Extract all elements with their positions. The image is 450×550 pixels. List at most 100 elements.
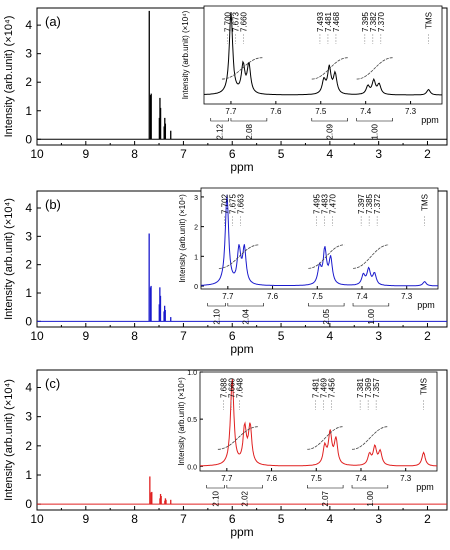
inset-x-axis-label: ppm	[416, 482, 434, 492]
integral-bracket	[351, 485, 389, 489]
integral-value: 2.10	[213, 308, 222, 324]
integral-curve	[307, 426, 344, 450]
inset-x-tick-label: 7.5	[315, 107, 327, 116]
x-tick-label: 7	[180, 329, 187, 343]
peak-label: 7.385	[365, 193, 374, 214]
inset-y-axis-label: Intensity (arb.unit) (×10⁴)	[178, 194, 187, 283]
x-tick-label: 9	[82, 329, 89, 343]
inset-frame	[200, 187, 439, 290]
inset-x-tick-label: 7.6	[267, 292, 279, 301]
integral-value: 2.12	[216, 123, 225, 139]
x-tick-label: 9	[82, 147, 89, 161]
inset-x-tick-label: 7.5	[311, 474, 323, 483]
inset-spectrum-line	[200, 378, 437, 467]
y-tick-label: 3	[25, 47, 32, 61]
inset-x-tick-label: 7.3	[405, 107, 417, 116]
peak-label: 7.481	[311, 377, 320, 398]
peak-label: 7.397	[357, 193, 366, 214]
y-axis-label: Intensity (arb.unit) (×10⁴)	[3, 16, 15, 138]
x-tick-label: 4	[327, 329, 334, 343]
x-tick-label: 2	[424, 147, 431, 161]
y-tick-label: 0	[25, 314, 32, 328]
peak-label: 7.456	[327, 377, 336, 398]
panel-a: 10 9 8 7 6 5 4 3 2 ppm 0 1 2 3 4 Intensity (arb.unit) (…	[3, 5, 448, 174]
integral-bracket	[308, 303, 345, 307]
y-tick-label: 2	[25, 75, 32, 89]
inset-x-tick-label: 7.7	[225, 107, 237, 116]
inset-frame	[203, 5, 443, 105]
peak-label: 7.660	[239, 11, 248, 32]
integral-curve	[352, 426, 388, 450]
peak-label: 7.675	[228, 193, 237, 214]
peak-label: 7.382	[369, 11, 378, 32]
integral-value: 2.04	[242, 308, 251, 324]
integral-value: 2.10	[212, 490, 221, 506]
inset-x-tick-label: 7.7	[222, 292, 234, 301]
y-tick-label: 4	[25, 381, 32, 395]
inset-y-axis-label: Intensity (arb.unit) (×10⁴)	[181, 10, 190, 99]
y-tick-label: 4	[25, 18, 32, 32]
x-tick-label: 7	[180, 147, 187, 161]
x-tick-label: 8	[131, 147, 138, 161]
y-tick-label: 3	[25, 229, 32, 243]
y-axis-label: Intensity (arb.unit) (×10⁴)	[3, 379, 15, 501]
inset-x-tick-label: 7.6	[270, 107, 282, 116]
integral-value: 2.05	[322, 308, 331, 324]
x-tick-label: 8	[131, 329, 138, 343]
integral-curve	[311, 57, 348, 80]
inset-x-tick-label: 7.3	[401, 292, 413, 301]
inset-x-tick-label: 7.7	[221, 474, 233, 483]
inset-x-tick-label: 7.4	[360, 107, 372, 116]
peak-label: 7.381	[356, 377, 365, 398]
inset-spectrum-line	[203, 11, 442, 96]
x-tick-label: 2	[424, 512, 431, 526]
inset-x-tick-label: 7.4	[355, 474, 367, 483]
integral-value: 1.00	[367, 308, 376, 324]
y-axis-label: Intensity (arb.unit) (×10⁴)	[3, 198, 15, 320]
peak-label: 7.369	[364, 377, 373, 398]
inset-y-tick-label: 3	[194, 195, 198, 202]
y-tick-label: 1	[25, 286, 32, 300]
x-tick-label: 6	[229, 147, 236, 161]
x-tick-label: 3	[375, 147, 382, 161]
x-tick-label: 9	[82, 512, 89, 526]
x-tick-label: 7	[180, 512, 187, 526]
peak-label: 7.470	[328, 193, 337, 214]
inset-y-tick-label: 1	[194, 254, 198, 261]
y-tick-label: 2	[25, 439, 32, 453]
peak-label: 7.688	[219, 377, 228, 398]
x-tick-label: 3	[375, 512, 382, 526]
integral-bracket	[206, 485, 225, 489]
panel-label: (c)	[45, 376, 60, 391]
peak-label: TMS	[420, 378, 429, 395]
integral-value: 1.00	[366, 490, 375, 506]
panel-label: (b)	[45, 197, 61, 212]
peak-label: 7.648	[235, 377, 244, 398]
peak-label: 7.395	[361, 11, 370, 32]
inset-y-tick-label: 1.0	[187, 370, 197, 377]
inset-x-tick-label: 7.5	[312, 292, 324, 301]
peak-label: 7.663	[236, 193, 245, 214]
x-tick-label: 5	[278, 512, 285, 526]
x-tick-label: 2	[424, 329, 431, 343]
inset-y-tick-label: 0	[194, 284, 198, 291]
integral-bracket	[227, 303, 264, 307]
integral-value: 2.09	[326, 123, 335, 139]
inset-y-axis-label: Intensity (arb.unit) (×10⁴)	[177, 377, 186, 466]
inset-y-tick-label: 0.5	[187, 417, 197, 424]
integral-value: 2.02	[241, 490, 250, 506]
x-tick-label: 10	[30, 329, 44, 343]
integral-bracket	[311, 118, 348, 122]
y-tick-label: 4	[25, 201, 32, 215]
inset-y-tick-label: 2	[194, 225, 198, 232]
peak-label: 7.493	[316, 11, 325, 32]
y-tick-label: 0	[25, 132, 32, 146]
peak-label: 7.372	[373, 193, 382, 214]
peak-label: 7.468	[332, 11, 341, 32]
y-tick-label: 1	[25, 104, 32, 118]
panel-c: 10 9 8 7 6 5 4 3 2 ppm 0 1 2 3 4 Intensity (arb.unit) (…	[3, 369, 448, 539]
integral-bracket	[307, 485, 344, 489]
peak-label: 7.469	[319, 377, 328, 398]
